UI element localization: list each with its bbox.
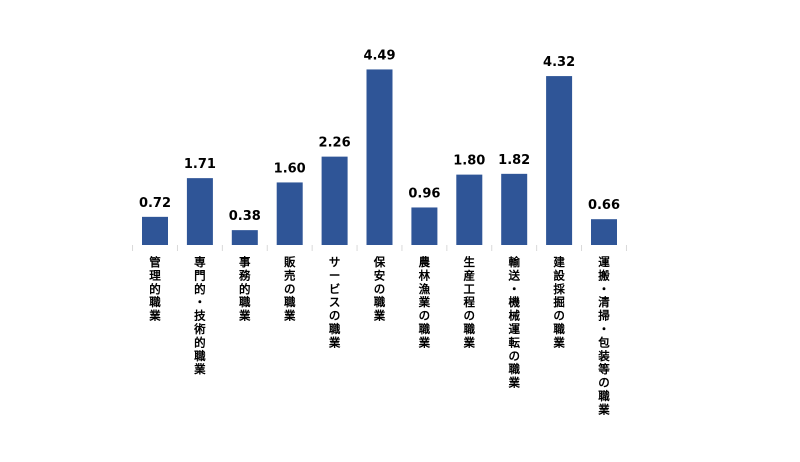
category-label: 輸送・機械運転の職業 [507,255,520,390]
category-label: 専門的・技術的職業 [193,255,206,376]
category-label: 生産工程の職業 [463,255,476,349]
data-label: 0.96 [408,186,440,201]
category-label: 管理的職業 [148,255,161,323]
data-label: 4.49 [363,48,395,63]
category-label: 農林漁業の職業 [418,255,431,349]
data-label: 0.38 [229,209,261,224]
data-label: 0.66 [588,198,620,213]
data-label: 1.80 [453,154,485,169]
bar [456,174,483,245]
category-label: 販売の職業 [283,255,296,323]
data-label: 4.32 [543,55,575,70]
bar [186,178,213,245]
data-label: 1.82 [498,153,530,168]
category-label: 保安の職業 [373,255,386,323]
bar [142,216,168,245]
bar [501,173,528,245]
bar [591,219,617,245]
bar [321,156,348,245]
category-label: サービスの職業 [328,255,341,349]
category-label: 事務的職業 [238,255,251,323]
data-label: 0.72 [139,196,171,211]
bar [276,182,303,245]
category-label: 運搬・清掃・包装等の職業 [597,255,610,416]
data-label: 2.26 [319,136,351,151]
bar [546,76,573,245]
data-label: 1.71 [184,157,216,172]
bar [411,207,438,245]
data-label: 1.60 [274,161,306,176]
category-label: 建設採掘の職業 [552,255,565,349]
bar [366,69,393,245]
bar [231,230,258,245]
